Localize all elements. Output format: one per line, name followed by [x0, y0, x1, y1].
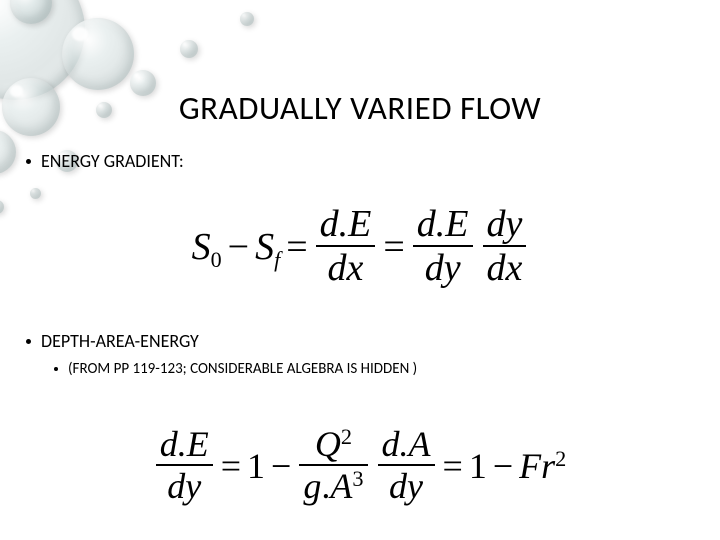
bullet-text: DEPTH-AREA-ENERGY [41, 330, 199, 352]
bullet-group-1: ENERGY GRADIENT: [26, 150, 700, 176]
bullet-dot [54, 367, 58, 371]
bullet-dot [26, 339, 31, 344]
equation-depth-area-energy: d.E dy = 1 − Q2 g.A3 d.A dy = 1 − Fr2 [0, 426, 720, 506]
bullet-energy-gradient: ENERGY GRADIENT: [26, 150, 700, 172]
page-title: GRADUALLY VARIED FLOW [0, 88, 720, 128]
bullet-dot [26, 159, 31, 164]
slide: GRADUALLY VARIED FLOW ENERGY GRADIENT: S… [0, 0, 720, 540]
bullet-text: ENERGY GRADIENT: [41, 150, 184, 172]
bullet-depth-area-energy: DEPTH-AREA-ENERGY [26, 330, 700, 352]
equation-energy-gradient: S0 − Sf = d.E dx = d.E dy dy dx [0, 205, 720, 289]
sub-bullet-source-note: (FROM PP 119-123; CONSIDERABLE ALGEBRA I… [54, 360, 700, 378]
bullet-group-2: DEPTH-AREA-ENERGY (FROM PP 119-123; CONS… [26, 330, 700, 378]
sub-bullet-text: (FROM PP 119-123; CONSIDERABLE ALGEBRA I… [68, 360, 417, 378]
